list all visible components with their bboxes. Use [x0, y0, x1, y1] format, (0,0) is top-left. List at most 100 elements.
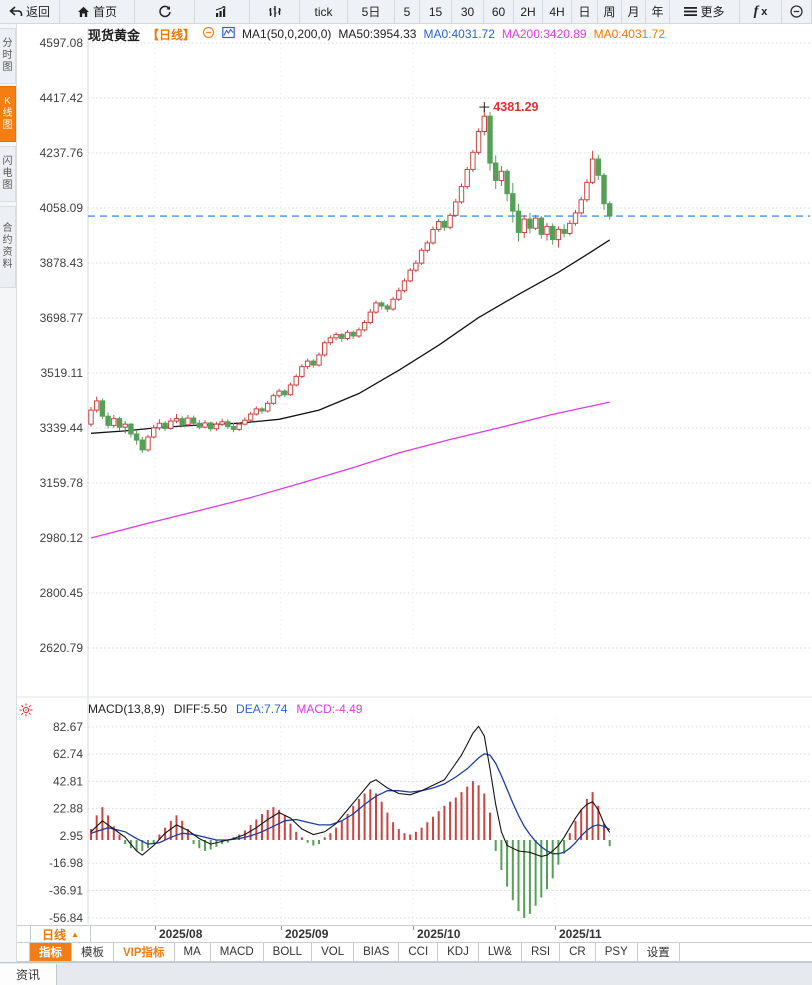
toolbar-interval-4h[interactable]: 4H — [543, 0, 572, 23]
peak-annotation: 4381.29 — [479, 100, 539, 114]
toolbar-more-button-label: 更多 — [700, 5, 725, 19]
toolbar-interval-tick[interactable]: tick — [300, 0, 348, 23]
y-axis-labels: 4597.08 4417.42 4237.76 4058.09 3878.43 3698.… — [40, 36, 84, 655]
toolbar-interval-5[interactable]: 5 — [395, 0, 420, 23]
indicator-tab-RSI[interactable]: RSI — [522, 943, 561, 961]
main-chart-legend: 现货黄金 【日线】 MA1(50,0,200,0) MA50:3954.33 M… — [88, 26, 665, 43]
toolbar-interval-2h-label: 2H — [520, 4, 536, 19]
indicator-tab-BOLL[interactable]: BOLL — [264, 943, 313, 961]
dea-value: DEA:7.74 — [236, 701, 288, 716]
x-axis-tick — [555, 926, 556, 930]
x-axis-label: 2025/10 — [417, 927, 461, 941]
svg-text:42.81: 42.81 — [53, 774, 83, 788]
toolbar-interval-week-label: 周 — [603, 5, 616, 19]
toolbar-refresh-button[interactable] — [135, 0, 195, 23]
toolbar-interval-15-label: 15 — [428, 4, 443, 19]
tab-news[interactable]: 资讯 — [0, 964, 57, 985]
macd-value: MACD:-4.49 — [296, 701, 363, 716]
toolbar-interval-month[interactable]: 月 — [622, 0, 646, 23]
toolbar-back-button[interactable]: 返回 — [0, 0, 60, 23]
toolbar-interval-60-label: 60 — [491, 4, 506, 19]
indicator-tab-[interactable]: 模板 — [72, 943, 114, 961]
toolbar-interval-30-label: 30 — [460, 4, 475, 19]
symbol-name: 现货黄金 — [88, 27, 141, 43]
toolbar-interval-month-label: 月 — [627, 5, 640, 19]
toolbar-interval-15[interactable]: 15 — [420, 0, 452, 23]
period-selector[interactable]: 日线 ▲ — [30, 926, 91, 942]
toolbar-interval-5-label: 5 — [403, 4, 411, 19]
ma50-line — [90, 239, 611, 434]
toolbar-more-button[interactable]: 更多 — [670, 0, 740, 23]
x-axis-label: 2025/08 — [159, 927, 203, 941]
toolbar-interval-year[interactable]: 年 — [646, 0, 670, 23]
svg-text:2620.79: 2620.79 — [40, 641, 84, 655]
x-axis-label: 2025/09 — [285, 927, 329, 941]
indicator-tab-LW[interactable]: LW& — [479, 943, 522, 961]
sidebar-tab-contract-info[interactable]: 合约资料 — [0, 206, 16, 288]
indicator-tab-CR[interactable]: CR — [560, 943, 596, 961]
toolbar-home-button[interactable]: 首页 — [60, 0, 135, 23]
ma-config: MA1(50,0,200,0) — [242, 27, 332, 41]
indicator-tab-BIAS[interactable]: BIAS — [354, 943, 400, 961]
chart-canvas[interactable]: 4597.08 4417.42 4237.76 4058.09 3878.43 3698.… — [0, 24, 812, 925]
indicator-tab-[interactable]: 指标 — [29, 943, 72, 961]
toolbar-interval-5d-label: 5日 — [361, 5, 381, 19]
period-selector-label: 日线 — [42, 927, 67, 942]
svg-text:4058.09: 4058.09 — [40, 201, 84, 215]
indicator-tab-PSY[interactable]: PSY — [596, 943, 638, 961]
toolbar-interval-5d[interactable]: 5日 — [348, 0, 395, 23]
toolbar-interval-60[interactable]: 60 — [484, 0, 514, 23]
toolbar-interval-day-label: 日 — [578, 5, 591, 19]
indicator-tab-VOL[interactable]: VOL — [312, 943, 355, 961]
candles-group — [88, 109, 613, 453]
triangle-up-icon: ▲ — [71, 929, 79, 939]
svg-text:-36.91: -36.91 — [49, 884, 83, 898]
x-axis-tick — [281, 926, 282, 930]
ma50-value: MA50:3954.33 — [338, 27, 417, 41]
collapse-icon[interactable] — [202, 26, 215, 42]
toolbar-interval-day[interactable]: 日 — [572, 0, 598, 23]
indicator-tab-MA[interactable]: MA — [175, 943, 211, 961]
macd-histogram — [90, 781, 611, 919]
svg-text:62.74: 62.74 — [53, 747, 83, 761]
indicator-tab-CCI[interactable]: CCI — [399, 943, 439, 961]
svg-text:2980.12: 2980.12 — [40, 531, 84, 545]
indicator-tabs: 指标 模板 VIP指标 MA MACD BOLL VOL BIAS CCI KDJ LW& RSI CR… — [0, 943, 812, 962]
svg-text:4381.29: 4381.29 — [493, 100, 538, 114]
indicator-tab-KDJ[interactable]: KDJ — [438, 943, 479, 961]
diff-value: DIFF:5.50 — [173, 701, 228, 716]
svg-text:4417.42: 4417.42 — [40, 91, 84, 105]
x-axis-row: 日线 ▲ 2025/08 2025/09 2025/10 2025/11 — [0, 925, 812, 943]
svg-text:3159.78: 3159.78 — [40, 476, 84, 490]
macd-legend: MACD(13,8,9) DIFF:5.50 DEA:7.74 MACD:-4.… — [88, 701, 362, 716]
svg-text:2.95: 2.95 — [60, 829, 84, 843]
ma200-line — [90, 401, 610, 539]
svg-text:4237.76: 4237.76 — [40, 146, 84, 160]
toolbar-home-button-label: 首页 — [92, 5, 117, 19]
indicator-tab-VIP[interactable]: VIP指标 — [114, 943, 175, 961]
toolbar-interval-2h[interactable]: 2H — [514, 0, 543, 23]
toolbar-zoom-out-button[interactable] — [782, 0, 812, 23]
toolbar-bar-chart-button[interactable] — [195, 0, 250, 23]
macd-settings-icon[interactable] — [19, 703, 33, 722]
toolbar-candle-chart-button[interactable] — [250, 0, 300, 23]
ma0-value-blue: MA0:4031.72 — [423, 27, 495, 41]
ma-chart-icon[interactable] — [222, 26, 235, 42]
indicator-tab-MACD[interactable]: MACD — [211, 943, 264, 961]
svg-text:-56.84: -56.84 — [49, 911, 83, 925]
indicator-tab-[interactable]: 设置 — [638, 943, 680, 961]
macd-config: MACD(13,8,9) — [88, 701, 165, 716]
macd-axis-labels: 82.67 62.74 42.81 22.88 2.95 -16.98 -36.91 -56.… — [49, 720, 83, 925]
macd-gridlines — [88, 726, 810, 919]
month-gridlines — [154, 30, 556, 924]
sidebar-tab-lightning-chart[interactable]: 闪电图 — [0, 146, 16, 202]
news-bar: 资讯 — [0, 962, 812, 985]
toolbar-interval-30[interactable]: 30 — [452, 0, 484, 23]
toolbar-back-button-label: 返回 — [25, 5, 50, 19]
toolbar-interval-week[interactable]: 周 — [598, 0, 622, 23]
toolbar-interval-year-label: 年 — [651, 5, 664, 19]
sidebar-tab-time-share-chart[interactable]: 分时图 — [0, 28, 16, 84]
